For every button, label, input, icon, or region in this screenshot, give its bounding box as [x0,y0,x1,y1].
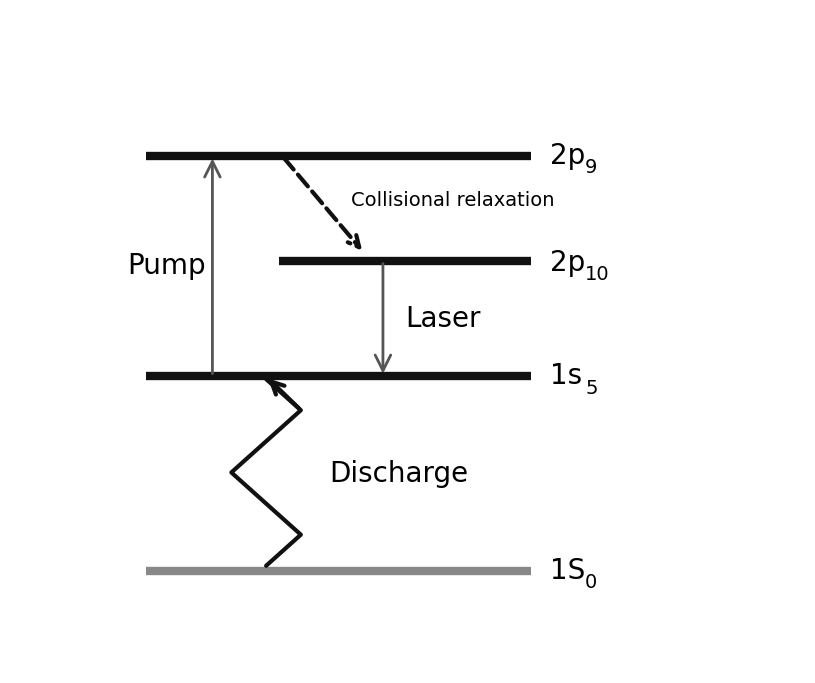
Text: 2p: 2p [550,141,586,169]
Text: Discharge: Discharge [329,460,469,488]
Text: Collisional relaxation: Collisional relaxation [351,191,555,210]
Text: Laser: Laser [405,305,481,333]
Text: 1S: 1S [550,557,586,585]
Text: 0: 0 [585,573,597,592]
Text: 5: 5 [585,378,597,398]
Text: 2p: 2p [550,249,586,277]
Text: 10: 10 [585,266,610,284]
Text: Pump: Pump [127,252,205,280]
Text: 1s: 1s [550,363,583,391]
Text: 9: 9 [585,158,597,177]
